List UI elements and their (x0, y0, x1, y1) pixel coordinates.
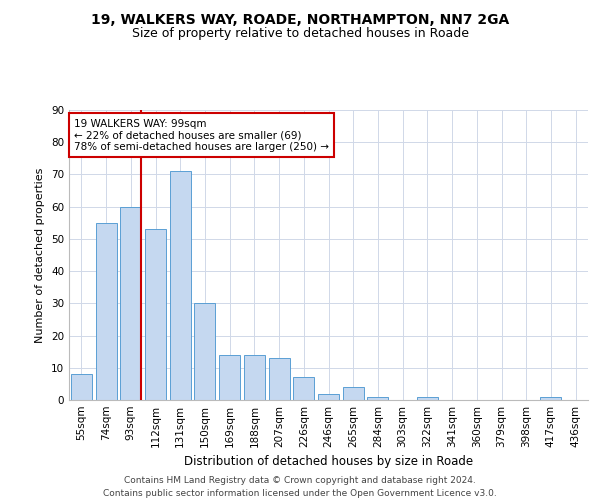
Bar (269, 358, 290, 400)
Bar (343, 387, 364, 400)
Y-axis label: Number of detached properties: Number of detached properties (35, 168, 46, 342)
Bar (417, 397, 438, 400)
Bar (95, 223, 116, 400)
Bar (541, 397, 562, 400)
Bar (367, 397, 388, 400)
Text: Size of property relative to detached houses in Roade: Size of property relative to detached ho… (131, 28, 469, 40)
Bar (318, 394, 339, 400)
Bar (194, 304, 215, 400)
Text: Contains HM Land Registry data © Crown copyright and database right 2024.
Contai: Contains HM Land Registry data © Crown c… (103, 476, 497, 498)
Bar (120, 206, 141, 400)
Bar (219, 355, 240, 400)
Bar (145, 229, 166, 400)
Bar (293, 378, 314, 400)
Bar (170, 171, 191, 400)
Bar (244, 355, 265, 400)
Text: 19 WALKERS WAY: 99sqm
← 22% of detached houses are smaller (69)
78% of semi-deta: 19 WALKERS WAY: 99sqm ← 22% of detached … (74, 118, 329, 152)
Text: 19, WALKERS WAY, ROADE, NORTHAMPTON, NN7 2GA: 19, WALKERS WAY, ROADE, NORTHAMPTON, NN7… (91, 12, 509, 26)
X-axis label: Distribution of detached houses by size in Roade: Distribution of detached houses by size … (184, 456, 473, 468)
Bar (71, 374, 92, 400)
